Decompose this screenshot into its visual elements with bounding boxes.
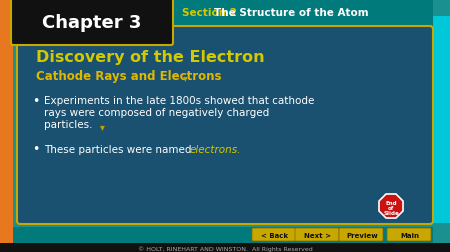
Text: End: End bbox=[385, 201, 397, 206]
Text: Next >: Next > bbox=[305, 232, 332, 238]
FancyBboxPatch shape bbox=[433, 17, 450, 223]
Text: Chapter 3: Chapter 3 bbox=[42, 14, 142, 32]
Text: ▾: ▾ bbox=[100, 121, 105, 132]
Text: < Back: < Back bbox=[261, 232, 288, 238]
Text: Slide: Slide bbox=[383, 211, 399, 216]
Text: Main: Main bbox=[400, 232, 419, 238]
FancyBboxPatch shape bbox=[387, 228, 431, 241]
FancyBboxPatch shape bbox=[17, 27, 433, 224]
Text: Experiments in the late 1800s showed that cathode: Experiments in the late 1800s showed tha… bbox=[44, 96, 315, 106]
FancyBboxPatch shape bbox=[13, 0, 433, 28]
Text: rays were composed of negatively charged: rays were composed of negatively charged bbox=[44, 108, 269, 117]
Text: electrons.: electrons. bbox=[190, 144, 241, 154]
FancyBboxPatch shape bbox=[13, 227, 433, 243]
Text: of: of bbox=[388, 206, 394, 211]
Text: The Structure of the Atom: The Structure of the Atom bbox=[214, 8, 369, 18]
FancyBboxPatch shape bbox=[0, 0, 13, 252]
Text: Section 2: Section 2 bbox=[182, 8, 237, 18]
FancyBboxPatch shape bbox=[295, 228, 339, 241]
Text: Cathode Rays and Electrons: Cathode Rays and Electrons bbox=[36, 69, 221, 82]
Text: •: • bbox=[32, 143, 40, 156]
FancyBboxPatch shape bbox=[11, 0, 173, 46]
Text: particles.: particles. bbox=[44, 119, 93, 130]
FancyBboxPatch shape bbox=[0, 243, 450, 252]
Text: Preview: Preview bbox=[346, 232, 378, 238]
Text: •: • bbox=[32, 94, 40, 107]
Text: These particles were named: These particles were named bbox=[44, 144, 195, 154]
Text: © HOLT, RINEHART AND WINSTON.  All Rights Reserved: © HOLT, RINEHART AND WINSTON. All Rights… bbox=[138, 245, 312, 251]
FancyBboxPatch shape bbox=[252, 228, 296, 241]
Polygon shape bbox=[379, 194, 403, 218]
Text: ▾: ▾ bbox=[183, 73, 188, 83]
FancyBboxPatch shape bbox=[339, 228, 383, 241]
Text: Discovery of the Electron: Discovery of the Electron bbox=[36, 49, 265, 64]
